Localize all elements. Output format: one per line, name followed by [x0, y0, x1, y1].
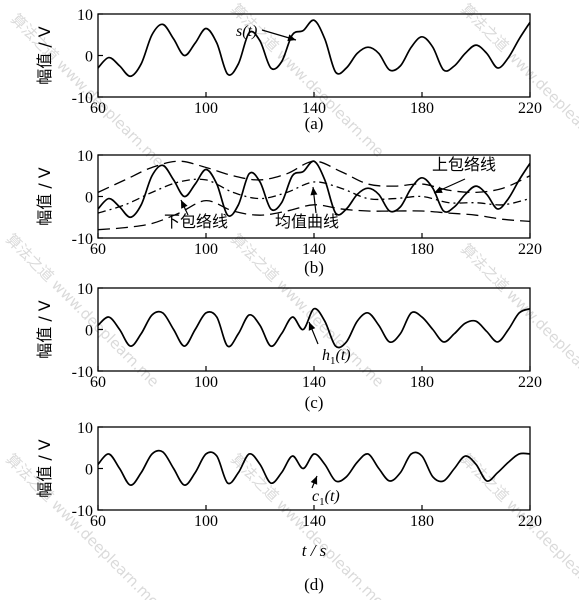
x-tick-label: 220 [518, 241, 542, 258]
x-tick-label: 220 [518, 513, 542, 530]
y-tick-label: -10 [72, 90, 93, 107]
x-tick-label: 60 [90, 513, 106, 530]
x-tick-label: 60 [90, 374, 106, 391]
x-tick-label: 140 [302, 513, 326, 530]
annotation-arrowhead [181, 200, 188, 209]
y-axis-label: 幅值 / V [35, 439, 54, 498]
series-line [98, 160, 530, 194]
chart-panel-c: 60 100 140 180 220 -10 0 10 幅值 / V (c) h1(t) [35, 281, 542, 412]
y-axis-label: 幅值 / V [35, 300, 54, 359]
panel-caption: (c) [305, 393, 324, 412]
series-line [98, 449, 530, 486]
annotation-arrowhead [308, 322, 316, 331]
x-tick-label: 100 [194, 100, 218, 117]
y-tick-label: 10 [77, 420, 93, 437]
watermark: 算法之道 www.deeplearn.me [457, 0, 579, 161]
watermark: 算法之道 www.deeplearn.me [2, 450, 163, 600]
chart-panel-a: 60 100 140 180 220 -10 0 10 幅值 / V (a) s(t) [35, 7, 542, 133]
x-tick-label: 180 [410, 100, 434, 117]
series-line [98, 199, 530, 231]
y-tick-label: -10 [72, 364, 93, 381]
series-line [98, 307, 530, 349]
annotation-arrowhead [434, 186, 443, 193]
x-tick-label: 60 [90, 241, 106, 258]
chart-panel-d: 60 100 140 180 220 -10 0 10 幅值 / V t / s (d) c1(t) [35, 420, 542, 594]
y-tick-label: 0 [85, 462, 93, 479]
series-annotation: s(t) [236, 23, 257, 40]
panel-caption: (a) [305, 114, 324, 133]
x-tick-label: 180 [410, 374, 434, 391]
series-annotation: 下包络线 [164, 212, 228, 231]
x-tick-label: 140 [302, 100, 326, 117]
x-tick-label: 100 [194, 374, 218, 391]
x-tick-label: 140 [302, 374, 326, 391]
x-tick-label: 100 [194, 513, 218, 530]
y-tick-label: 10 [77, 148, 93, 165]
series-line [98, 160, 530, 219]
series-annotation: 均值曲线 [275, 212, 339, 231]
x-tick-label: 100 [194, 241, 218, 258]
x-tick-label: 220 [518, 100, 542, 117]
y-tick-label: 10 [77, 281, 93, 298]
x-axis-label: t / s [302, 541, 327, 560]
x-tick-label: 140 [302, 241, 326, 258]
y-axis-label: 幅值 / V [35, 167, 54, 226]
y-tick-label: 0 [85, 190, 93, 207]
panel-caption: (d) [304, 575, 324, 594]
series-line [98, 178, 530, 214]
y-tick-label: 0 [85, 49, 93, 66]
x-tick-label: 220 [518, 374, 542, 391]
y-axis-label: 幅值 / V [35, 26, 54, 85]
y-tick-label: 0 [85, 323, 93, 340]
panel-caption: (b) [304, 258, 324, 277]
series-annotation: c1(t) [312, 488, 340, 508]
series-annotation: 上包络线 [432, 155, 496, 174]
annotation-arrowhead [287, 34, 296, 42]
x-tick-label: 180 [410, 513, 434, 530]
annotation-arrowhead [310, 187, 318, 196]
y-tick-label: 10 [77, 7, 93, 24]
annotation-arrowhead [310, 476, 318, 485]
series-line [98, 19, 530, 78]
x-tick-label: 60 [90, 100, 106, 117]
y-tick-label: -10 [72, 503, 93, 520]
x-tick-label: 180 [410, 241, 434, 258]
y-tick-label: -10 [72, 231, 93, 248]
series-annotation: h1(t) [322, 347, 351, 367]
